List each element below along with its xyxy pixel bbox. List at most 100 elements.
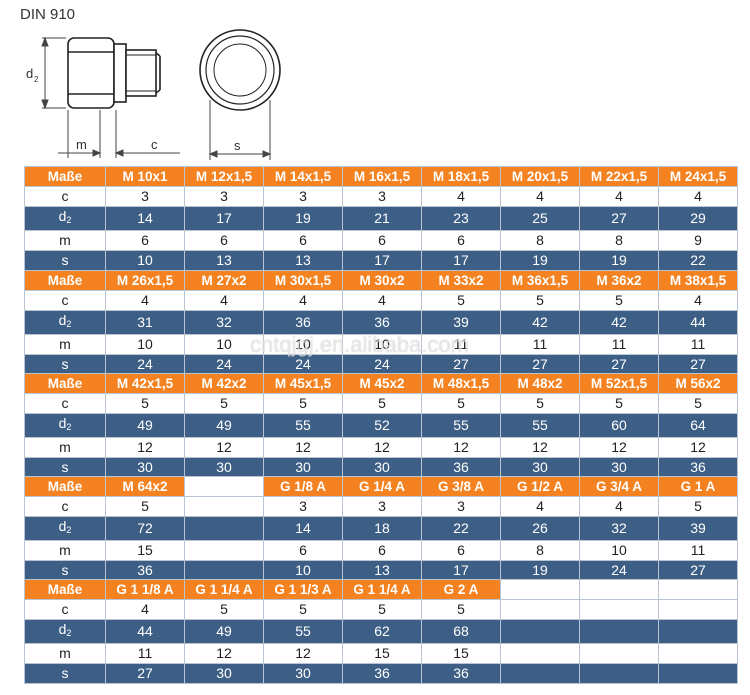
dimension-table-3: Maße M 42x1,5 M 42x2 M 45x1,5 M 45x2 M 48x1,5… — [24, 373, 738, 478]
table-row: m 10 10 10 10 11 11 11 11 — [24, 334, 738, 355]
dimension-table-2: Maße M 26x1,5 M 27x2 M 30x1,5 M 30x2 M 33x2 M … — [24, 270, 738, 375]
dimension-d2 — [41, 36, 66, 110]
header-size-cell: M 30x2 — [342, 270, 422, 291]
value-cell: 6 — [342, 230, 422, 251]
row-label-cell: s — [24, 250, 106, 271]
value-cell: 12 — [421, 437, 501, 458]
value-cell — [184, 540, 264, 561]
table-row: d2 49 49 55 52 55 55 60 64 — [24, 413, 738, 438]
value-cell: 6 — [263, 230, 343, 251]
row-label-cell: d2 — [24, 619, 106, 644]
header-size-cell: M 24x1,5 — [658, 166, 738, 187]
header-size-cell: M 45x1,5 — [263, 373, 343, 394]
header-size-cell: G 1 1/4 A — [342, 579, 422, 600]
figure-title: DIN 910 — [20, 6, 76, 23]
value-cell: 44 — [658, 310, 738, 335]
value-cell: 14 — [263, 516, 343, 541]
value-cell: 19 — [500, 250, 580, 271]
header-size-cell: G 2 A — [421, 579, 501, 600]
value-cell: 49 — [184, 619, 264, 644]
header-size-cell: G 1/4 A — [342, 476, 422, 497]
value-cell: 36 — [342, 663, 422, 684]
table-row: m 12 12 12 12 12 12 12 12 — [24, 437, 738, 458]
value-cell: 5 — [579, 290, 659, 311]
value-cell: 5 — [105, 393, 185, 414]
dim-c-label: c — [151, 137, 158, 152]
header-size-cell — [184, 476, 264, 497]
value-cell: 5 — [342, 393, 422, 414]
value-cell: 27 — [105, 663, 185, 684]
value-cell: 10 — [105, 334, 185, 355]
value-cell: 11 — [658, 540, 738, 561]
value-cell: 3 — [263, 186, 343, 207]
table-row: s 27 30 30 36 36 — [24, 663, 738, 684]
dim-m-label: m — [76, 137, 87, 152]
value-cell: 10 — [263, 560, 343, 581]
value-cell: 6 — [263, 540, 343, 561]
value-cell: 3 — [421, 496, 501, 517]
value-cell: 9 — [658, 230, 738, 251]
value-cell — [658, 619, 738, 644]
value-cell: 4 — [579, 186, 659, 207]
value-cell: 5 — [500, 393, 580, 414]
table-row: m 11 12 12 15 15 — [24, 643, 738, 664]
value-cell: 25 — [500, 206, 580, 231]
value-cell: 72 — [105, 516, 185, 541]
value-cell: 30 — [579, 457, 659, 478]
row-label-cell: c — [24, 290, 106, 311]
value-cell: 55 — [263, 413, 343, 438]
header-size-cell: M 18x1,5 — [421, 166, 501, 187]
value-cell: 30 — [342, 457, 422, 478]
header-size-cell: M 45x2 — [342, 373, 422, 394]
value-cell: 27 — [579, 206, 659, 231]
value-cell: 3 — [342, 496, 422, 517]
dimension-table-1: Maße M 10x1 M 12x1,5 M 14x1,5 M 16x1,5 M 18x1… — [24, 166, 738, 271]
value-cell: 4 — [500, 186, 580, 207]
value-cell: 27 — [658, 354, 738, 375]
value-cell: 5 — [421, 290, 501, 311]
header-size-cell: M 48x2 — [500, 373, 580, 394]
value-cell: 36 — [342, 310, 422, 335]
value-cell: 11 — [500, 334, 580, 355]
header-size-cell: M 33x2 — [421, 270, 501, 291]
value-cell: 30 — [184, 457, 264, 478]
value-cell: 13 — [184, 250, 264, 271]
value-cell: 36 — [263, 310, 343, 335]
header-size-cell: M 10x1 — [105, 166, 185, 187]
value-cell: 42 — [579, 310, 659, 335]
technical-drawing: d 2 m c s — [26, 29, 281, 160]
value-cell — [500, 599, 580, 620]
value-cell: 8 — [500, 540, 580, 561]
value-cell: 3 — [342, 186, 422, 207]
value-cell: 4 — [263, 290, 343, 311]
value-cell: 39 — [421, 310, 501, 335]
header-size-cell: M 42x2 — [184, 373, 264, 394]
table-row: s 36 10 13 17 19 24 27 — [24, 560, 738, 581]
value-cell: 10 — [105, 250, 185, 271]
value-cell: 27 — [658, 560, 738, 581]
value-cell: 5 — [500, 290, 580, 311]
value-cell: 5 — [342, 599, 422, 620]
dim-d-sub: 2 — [34, 75, 39, 84]
header-size-cell: M 36x1,5 — [500, 270, 580, 291]
value-cell: 5 — [184, 393, 264, 414]
header-size-cell: M 16x1,5 — [342, 166, 422, 187]
value-cell: 24 — [263, 354, 343, 375]
header-size-cell: G 1 A — [658, 476, 738, 497]
value-cell — [579, 663, 659, 684]
value-cell — [500, 619, 580, 644]
value-cell: 10 — [263, 334, 343, 355]
value-cell: 4 — [500, 496, 580, 517]
value-cell: 11 — [658, 334, 738, 355]
value-cell: 17 — [342, 250, 422, 271]
value-cell: 3 — [105, 186, 185, 207]
table-row: s 30 30 30 30 36 30 30 36 — [24, 457, 738, 478]
header-size-cell — [579, 579, 659, 600]
value-cell: 27 — [579, 354, 659, 375]
table-row: d2 44 49 55 62 68 — [24, 619, 738, 644]
value-cell: 5 — [263, 599, 343, 620]
